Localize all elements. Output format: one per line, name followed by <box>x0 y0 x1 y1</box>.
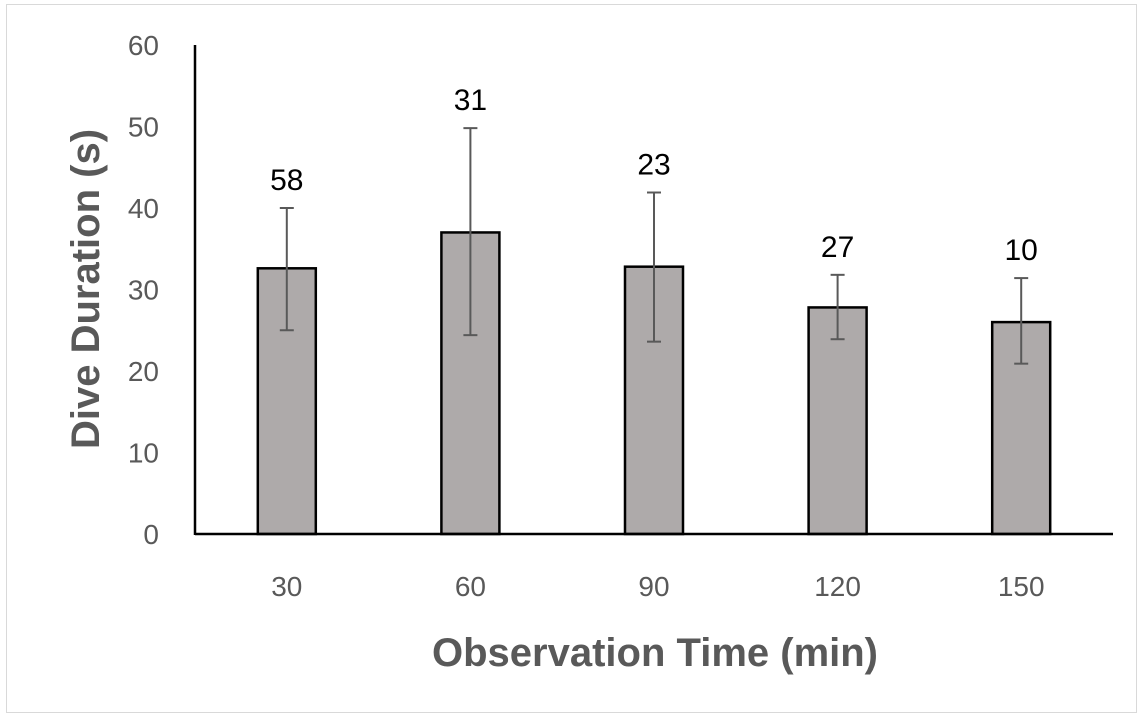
error-bar <box>830 273 845 341</box>
chart-frame: 0 10 20 30 40 50 60 58 31 23 27 10 30 60 90 120 150 Di… <box>6 4 1137 713</box>
x-tick-label: 30 <box>271 571 302 602</box>
data-label: 23 <box>637 149 670 182</box>
error-bar <box>463 127 478 337</box>
error-bar <box>279 207 294 332</box>
x-tick-labels: 30 60 90 120 150 <box>271 571 1044 602</box>
data-label: 58 <box>270 164 303 197</box>
x-tick-label: 150 <box>998 571 1045 602</box>
x-axis-title: Observation Time (min) <box>432 631 878 675</box>
error-bars <box>279 127 1029 365</box>
y-tick-label: 20 <box>128 356 159 387</box>
x-tick-label: 120 <box>814 571 861 602</box>
y-tick-label: 10 <box>128 438 159 469</box>
data-label: 10 <box>1005 234 1038 267</box>
x-tick-label: 90 <box>638 571 669 602</box>
x-tick-label: 60 <box>455 571 486 602</box>
y-tick-label: 50 <box>128 112 159 143</box>
y-axis-title: Dive Duration (s) <box>64 129 108 449</box>
y-tick-label: 0 <box>143 519 159 550</box>
bar <box>807 306 868 536</box>
data-label: 31 <box>454 84 487 117</box>
bar-chart: 0 10 20 30 40 50 60 58 31 23 27 10 30 60 90 120 150 Di… <box>64 30 1113 675</box>
error-bar <box>647 191 661 343</box>
error-bar <box>1014 277 1029 365</box>
y-tick-label: 40 <box>128 193 159 224</box>
y-tick-labels: 0 10 20 30 40 50 60 <box>128 30 159 550</box>
y-tick-label: 30 <box>128 275 159 306</box>
data-label: 27 <box>821 231 854 264</box>
data-labels: 58 31 23 27 10 <box>270 84 1038 267</box>
y-tick-label: 60 <box>128 30 159 61</box>
